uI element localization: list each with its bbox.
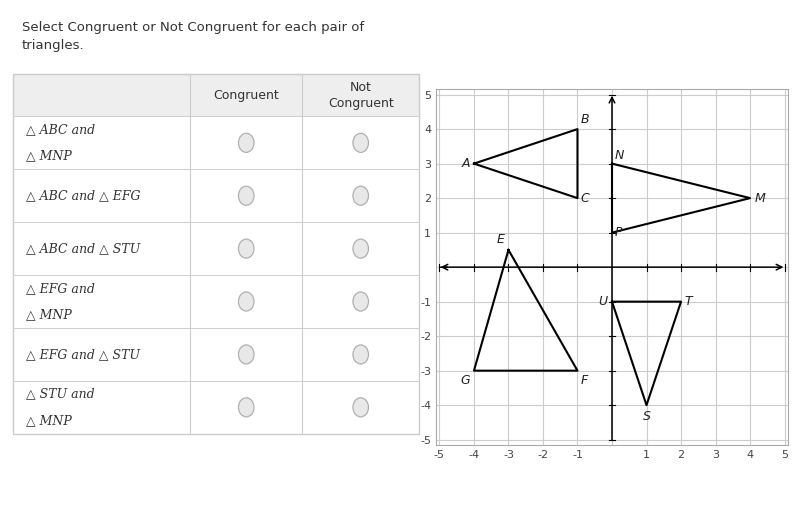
Text: E: E: [497, 233, 505, 246]
Bar: [13, 275, 419, 328]
Text: B: B: [580, 113, 589, 126]
Circle shape: [353, 186, 369, 205]
Text: A: A: [462, 157, 470, 170]
Text: S: S: [642, 411, 650, 423]
Text: Congruent: Congruent: [214, 89, 279, 102]
Text: △ EFG and △ STU: △ EFG and △ STU: [26, 348, 140, 361]
Text: F: F: [580, 374, 587, 387]
Circle shape: [353, 292, 369, 311]
Circle shape: [353, 239, 369, 258]
Circle shape: [238, 292, 254, 311]
Text: △ MNP: △ MNP: [26, 414, 72, 427]
Text: △ EFG and: △ EFG and: [26, 282, 94, 295]
Text: G: G: [461, 374, 470, 387]
Text: U: U: [598, 295, 608, 308]
Circle shape: [238, 133, 254, 152]
Text: △ ABC and △ EFG: △ ABC and △ EFG: [26, 189, 141, 202]
Text: △ ABC and: △ ABC and: [26, 123, 95, 136]
Bar: [13, 169, 419, 222]
Bar: [13, 116, 419, 169]
Text: N: N: [614, 149, 624, 162]
Text: Select Congruent or Not Congruent for each pair of
triangles.: Select Congruent or Not Congruent for ea…: [22, 21, 364, 52]
Bar: [13, 74, 419, 116]
Circle shape: [238, 398, 254, 417]
Text: Not
Congruent: Not Congruent: [328, 81, 394, 110]
Text: △ ABC and △ STU: △ ABC and △ STU: [26, 242, 140, 255]
Circle shape: [353, 345, 369, 364]
Circle shape: [353, 398, 369, 417]
Text: △ MNP: △ MNP: [26, 150, 72, 162]
Circle shape: [353, 133, 369, 152]
Text: △ MNP: △ MNP: [26, 308, 72, 321]
Bar: [13, 381, 419, 434]
Text: C: C: [580, 191, 589, 205]
Circle shape: [238, 186, 254, 205]
Bar: [13, 222, 419, 275]
Text: △ STU and: △ STU and: [26, 388, 94, 400]
Text: P: P: [614, 226, 622, 239]
Circle shape: [238, 345, 254, 364]
Text: M: M: [754, 191, 765, 205]
Bar: [13, 74, 419, 434]
Circle shape: [238, 239, 254, 258]
Bar: [13, 328, 419, 381]
Text: T: T: [685, 295, 692, 308]
